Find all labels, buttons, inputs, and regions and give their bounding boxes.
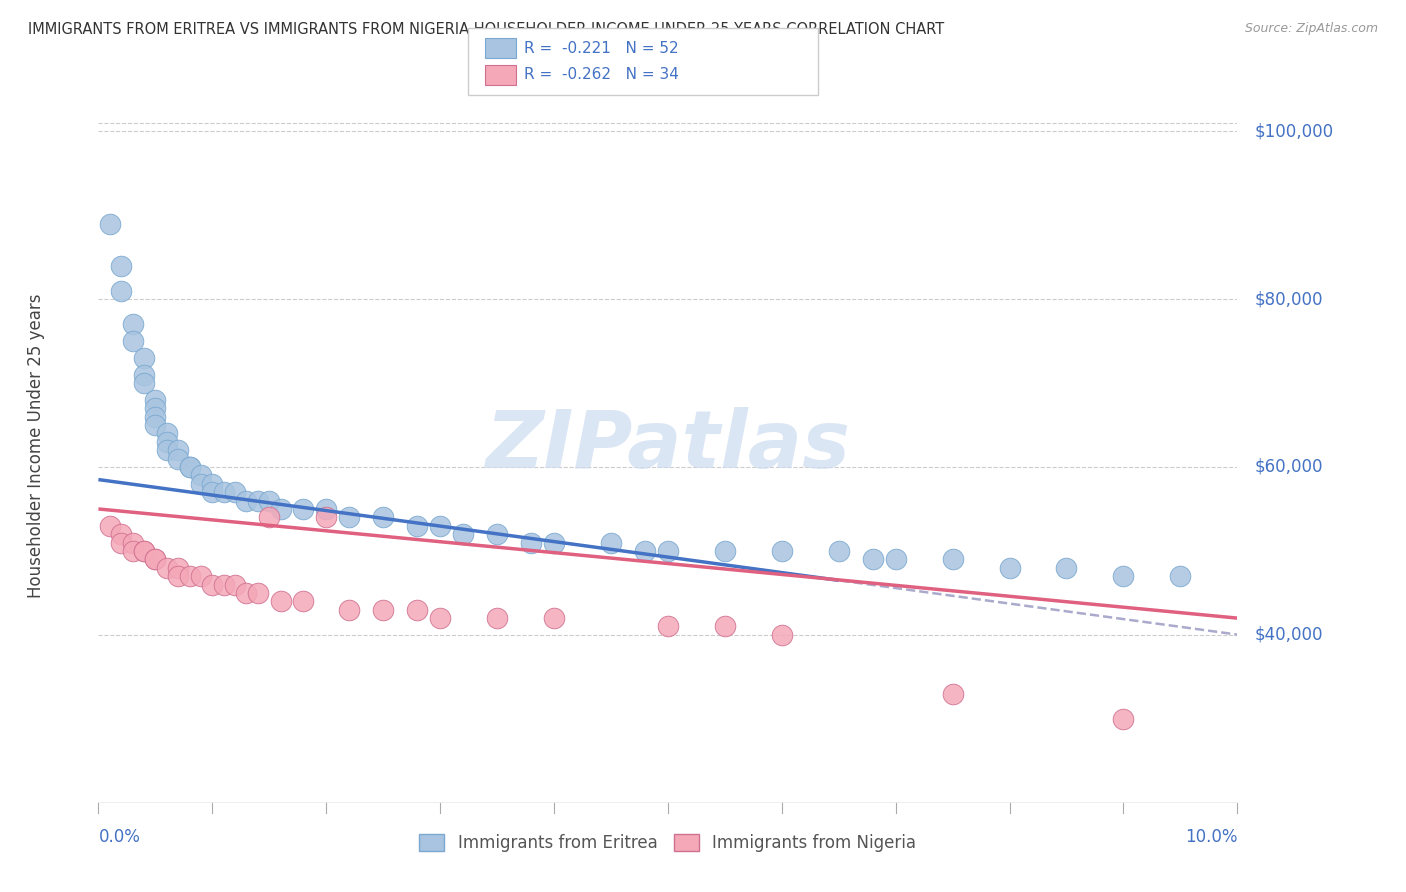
Point xyxy=(179,569,201,583)
Point xyxy=(1112,712,1135,726)
Point xyxy=(770,628,793,642)
Point xyxy=(145,392,167,407)
Point xyxy=(145,417,167,432)
Point xyxy=(292,594,315,608)
Point xyxy=(315,502,337,516)
Text: $100,000: $100,000 xyxy=(1254,122,1333,140)
Point xyxy=(862,552,884,566)
Point xyxy=(406,518,429,533)
Point xyxy=(429,518,451,533)
Point xyxy=(121,535,143,549)
Point xyxy=(132,351,155,365)
Point xyxy=(429,611,451,625)
Point xyxy=(110,535,132,549)
Point xyxy=(270,594,292,608)
Point xyxy=(110,284,132,298)
Point xyxy=(132,544,155,558)
Point xyxy=(486,611,509,625)
Point xyxy=(179,460,201,475)
Point xyxy=(132,544,155,558)
Point xyxy=(145,409,167,424)
Point xyxy=(657,544,679,558)
Text: 0.0%: 0.0% xyxy=(98,828,141,846)
Text: R =  -0.262   N = 34: R = -0.262 N = 34 xyxy=(524,68,679,82)
Text: IMMIGRANTS FROM ERITREA VS IMMIGRANTS FROM NIGERIA HOUSEHOLDER INCOME UNDER 25 Y: IMMIGRANTS FROM ERITREA VS IMMIGRANTS FR… xyxy=(28,22,945,37)
Point xyxy=(167,560,190,574)
Point xyxy=(121,544,143,558)
Point xyxy=(315,510,337,524)
Point xyxy=(132,376,155,390)
Point xyxy=(201,485,224,500)
Text: $40,000: $40,000 xyxy=(1254,626,1323,644)
Point xyxy=(190,569,212,583)
Point xyxy=(520,535,543,549)
Text: Householder Income Under 25 years: Householder Income Under 25 years xyxy=(27,293,45,599)
Point xyxy=(714,544,737,558)
Point xyxy=(167,569,190,583)
Point xyxy=(657,619,679,633)
Point xyxy=(246,493,269,508)
Point xyxy=(145,552,167,566)
Point xyxy=(212,485,235,500)
Point xyxy=(406,603,429,617)
Point xyxy=(292,502,315,516)
Point xyxy=(1170,569,1192,583)
Point xyxy=(337,510,360,524)
Point xyxy=(543,611,565,625)
Point xyxy=(714,619,737,633)
Point xyxy=(98,217,121,231)
Point xyxy=(486,527,509,541)
Point xyxy=(167,443,190,458)
Point xyxy=(1112,569,1135,583)
Point xyxy=(167,451,190,466)
Point xyxy=(212,577,235,591)
Point xyxy=(543,535,565,549)
Point xyxy=(828,544,851,558)
Point xyxy=(121,318,143,332)
Point xyxy=(179,460,201,475)
Text: 10.0%: 10.0% xyxy=(1185,828,1237,846)
Point xyxy=(145,401,167,416)
Point xyxy=(942,687,965,701)
Point xyxy=(259,510,281,524)
Point xyxy=(942,552,965,566)
Text: Source: ZipAtlas.com: Source: ZipAtlas.com xyxy=(1244,22,1378,36)
Legend: Immigrants from Eritrea, Immigrants from Nigeria: Immigrants from Eritrea, Immigrants from… xyxy=(412,827,924,859)
Point xyxy=(110,527,132,541)
Point xyxy=(337,603,360,617)
Text: ZIPatlas: ZIPatlas xyxy=(485,407,851,485)
Point xyxy=(110,259,132,273)
Point xyxy=(98,518,121,533)
Point xyxy=(998,560,1021,574)
Point xyxy=(156,443,179,458)
Text: R =  -0.221   N = 52: R = -0.221 N = 52 xyxy=(524,41,679,55)
Point xyxy=(373,603,395,617)
Point xyxy=(373,510,395,524)
Point xyxy=(235,586,257,600)
Point xyxy=(201,577,224,591)
Point xyxy=(235,493,257,508)
Point xyxy=(156,426,179,441)
Text: $60,000: $60,000 xyxy=(1254,458,1323,476)
Point xyxy=(246,586,269,600)
Point xyxy=(121,334,143,348)
Point xyxy=(600,535,623,549)
Text: $80,000: $80,000 xyxy=(1254,290,1323,308)
Point xyxy=(156,434,179,449)
Point xyxy=(884,552,907,566)
Point xyxy=(190,476,212,491)
Point xyxy=(224,485,246,500)
Point xyxy=(201,476,224,491)
Point xyxy=(1056,560,1078,574)
Point xyxy=(156,560,179,574)
Point xyxy=(224,577,246,591)
Point xyxy=(634,544,657,558)
Point xyxy=(770,544,793,558)
Point xyxy=(270,502,292,516)
Point xyxy=(259,493,281,508)
Point xyxy=(451,527,474,541)
Point xyxy=(145,552,167,566)
Point xyxy=(132,368,155,382)
Point xyxy=(190,468,212,483)
